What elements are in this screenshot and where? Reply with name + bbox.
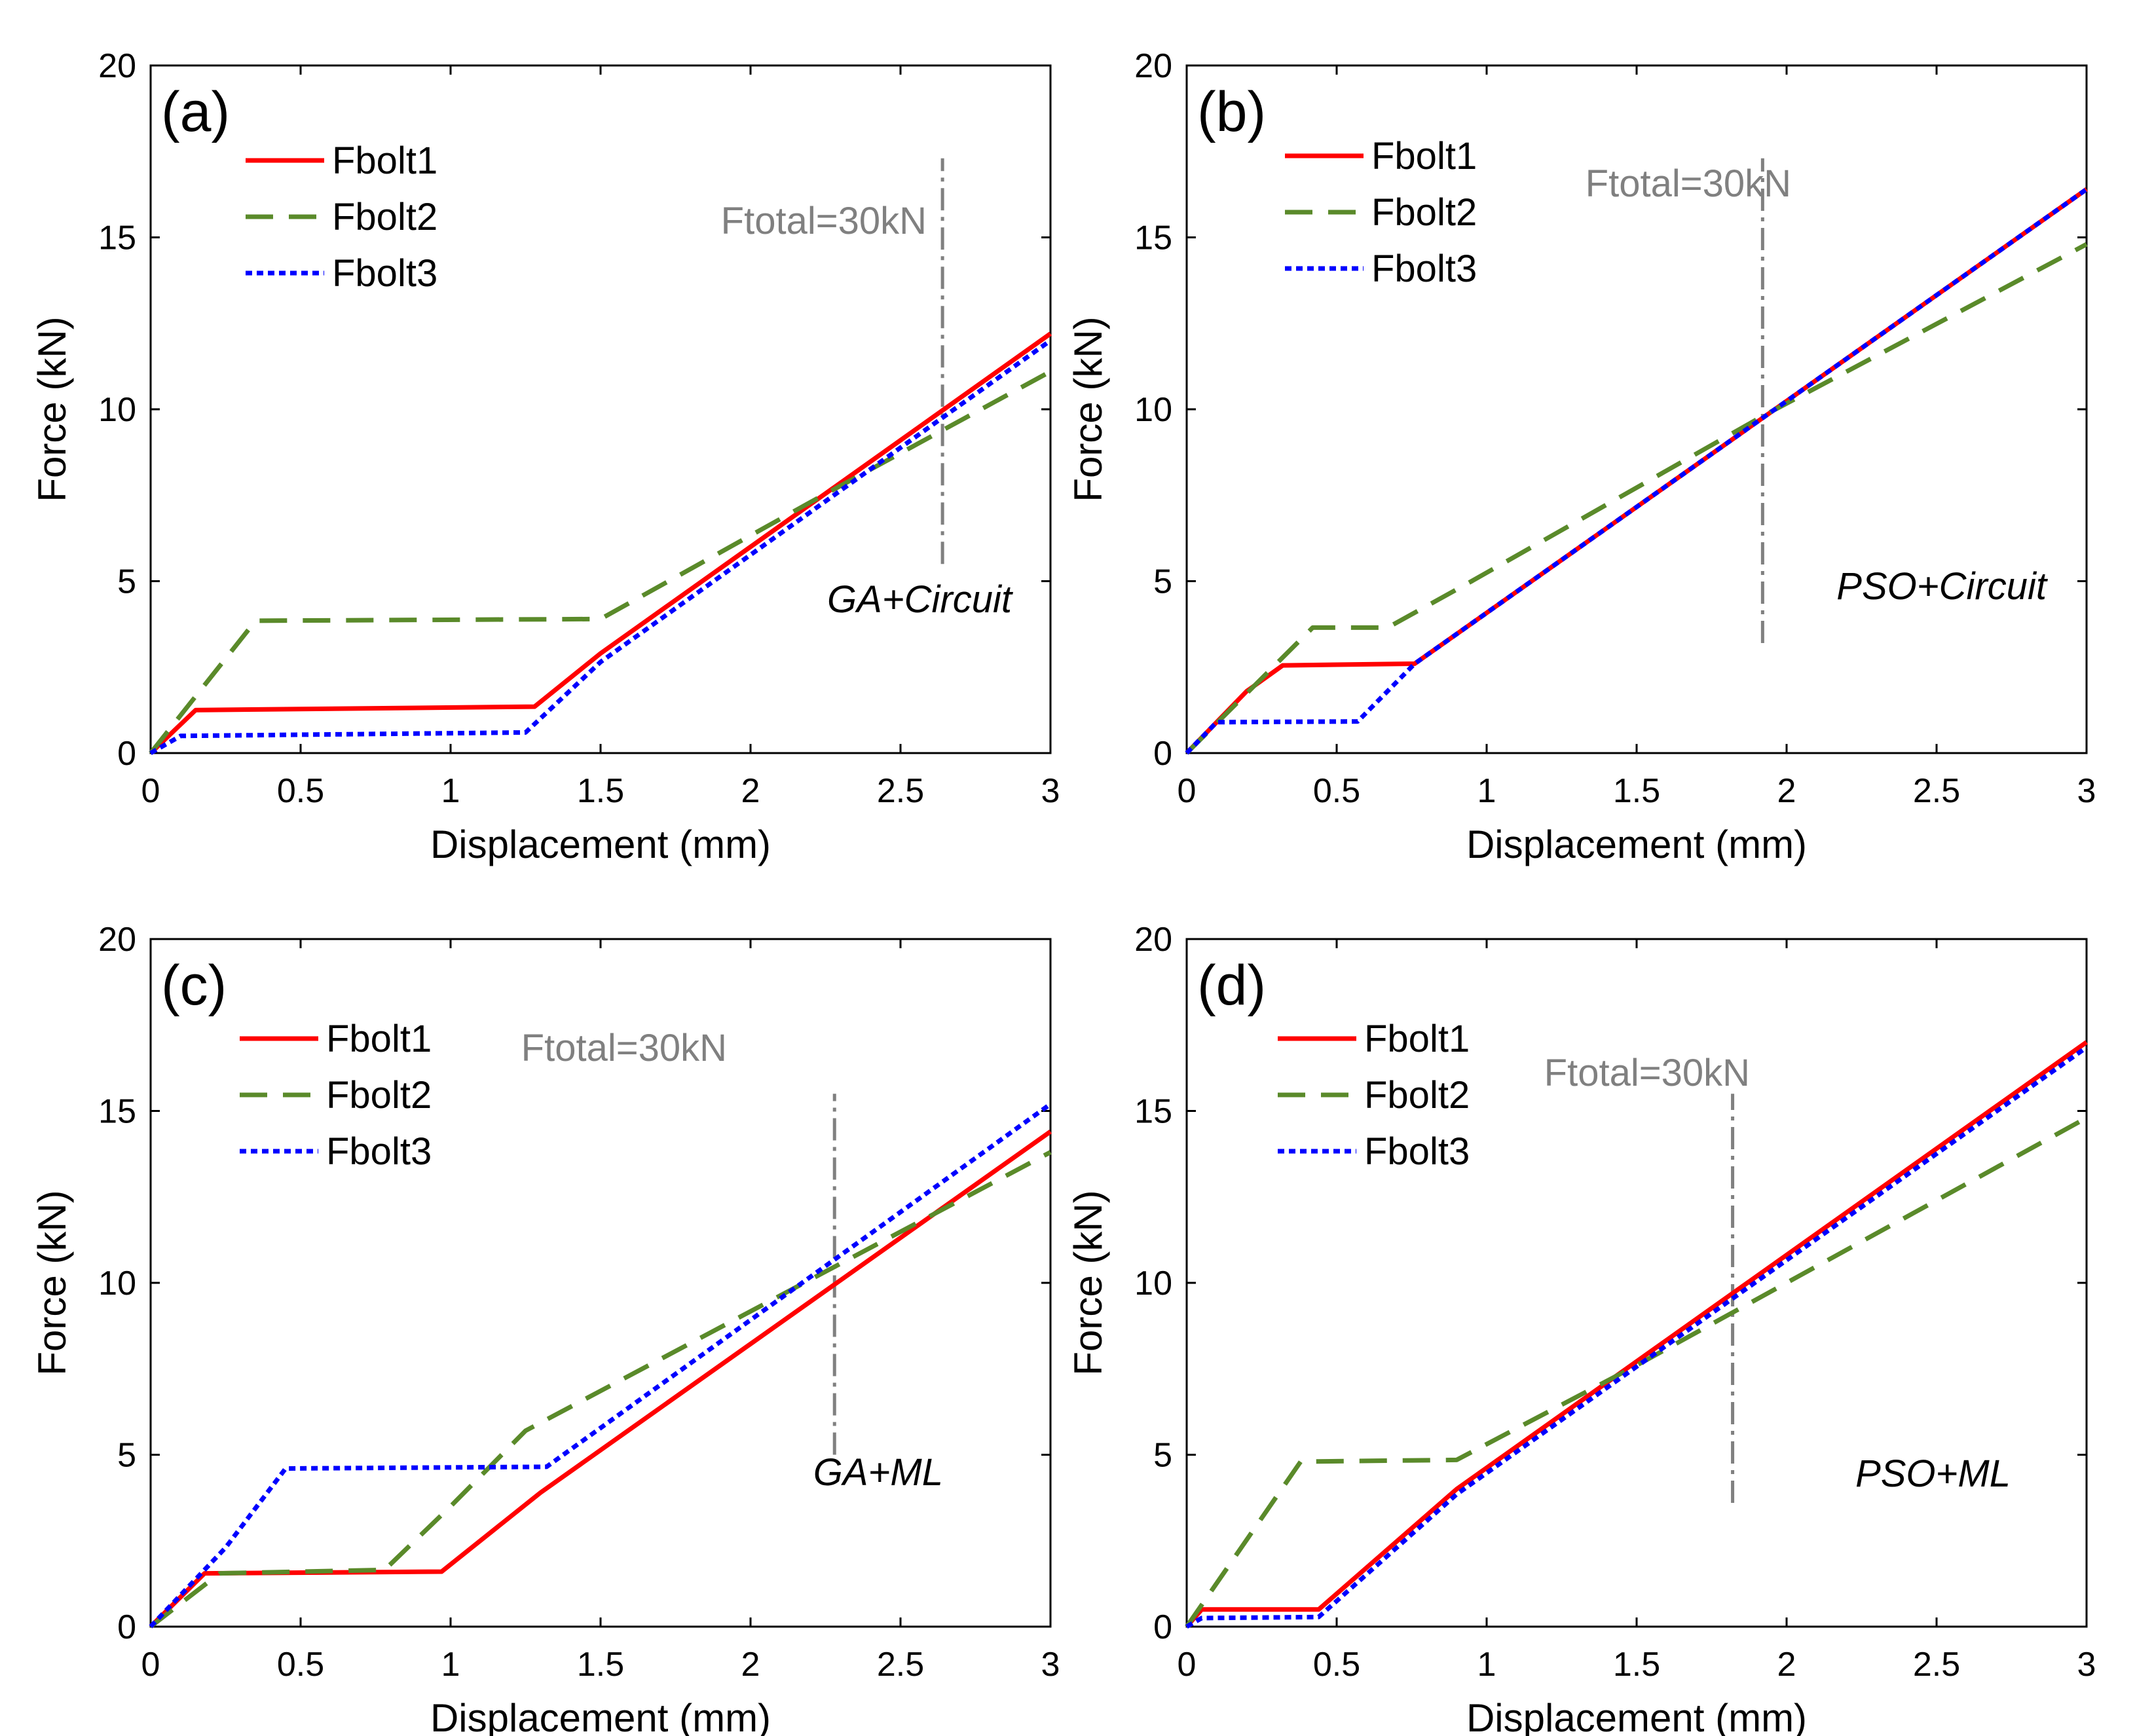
y-tick-label: 20 [1134,921,1172,959]
x-tick-label: 2.5 [1913,1646,1960,1684]
y-tick-label: 10 [98,391,136,429]
x-tick-label: 1 [441,1646,460,1684]
x-tick-label: 2 [1777,772,1796,810]
ftotal-marker-label: Ftotal=30kN [721,200,927,242]
x-tick-label: 1 [1477,1646,1496,1684]
series-line-fbolt2 [149,369,1052,755]
series-line-fbolt1 [149,331,1052,755]
ftotal-marker-label: Ftotal=30kN [1586,162,1791,205]
x-tick-label: 0.5 [1313,1646,1360,1684]
y-axis-title: Force (kN) [1066,316,1110,502]
chart-panel-1: 0 0.5 1 1.5 2 2.5 3 0 5 10 15 20 Displacement (mm) Fo… [30,47,1060,866]
series-line-fbolt3 [149,1102,1052,1629]
y-tick-label: 15 [1134,1093,1172,1131]
x-tick-label: 1 [441,772,460,810]
chart-panel-4: 0 0.5 1 1.5 2 2.5 3 0 5 10 15 20 Displacement (mm) Fo… [1066,921,2096,1736]
y-tick-label: 5 [1153,1437,1172,1475]
y-axis-title: Force (kN) [1066,1190,1110,1375]
chart-panel-3: 0 0.5 1 1.5 2 2.5 3 0 5 10 15 20 Displacement (mm) Fo… [30,921,1060,1736]
legend-label-fbolt1: Fbolt1 [1364,1018,1470,1060]
legend-label-fbolt3: Fbolt3 [1364,1130,1470,1173]
legend-label-fbolt1: Fbolt1 [326,1018,432,1060]
x-tick-label: 1.5 [1613,1646,1660,1684]
method-label: GA+ML [813,1451,943,1494]
x-tick-label: 2.5 [877,1646,924,1684]
method-label: GA+Circuit [827,578,1014,621]
y-tick-label: 5 [117,563,136,601]
x-axis-title: Displacement (mm) [1466,822,1807,866]
series-line-fbolt3 [1185,187,2089,755]
legend-label-fbolt2: Fbolt2 [1364,1074,1470,1117]
x-tick-label: 0.5 [1313,772,1360,810]
series-line-fbolt2 [1185,1115,2088,1628]
series-line-fbolt3 [1185,1045,2089,1629]
x-tick-label: 3 [1041,1646,1060,1684]
y-tick-label: 0 [117,1608,136,1646]
ftotal-marker-label: Ftotal=30kN [1544,1052,1750,1094]
y-tick-label: 20 [98,47,136,85]
x-tick-label: 0 [141,772,160,810]
x-tick-label: 1.5 [577,772,624,810]
method-label: PSO+Circuit [1836,565,2049,608]
x-tick-label: 0.5 [277,1646,324,1684]
ftotal-marker-label: Ftotal=30kN [521,1027,727,1069]
x-axis-title: Displacement (mm) [1466,1696,1807,1736]
x-tick-label: 3 [1041,772,1060,810]
x-tick-label: 2 [741,772,760,810]
x-tick-label: 1.5 [577,1646,624,1684]
x-tick-label: 3 [2077,1646,2096,1684]
legend-label-fbolt1: Fbolt1 [1371,135,1477,177]
y-tick-label: 5 [117,1437,136,1475]
x-axis-title: Displacement (mm) [430,1696,771,1736]
x-tick-label: 2 [741,1646,760,1684]
y-tick-label: 10 [1134,1265,1172,1302]
x-tick-label: 0.5 [277,772,324,810]
y-axis-title: Force (kN) [30,1190,74,1375]
y-tick-label: 0 [117,735,136,773]
y-tick-label: 10 [98,1265,136,1302]
y-tick-label: 0 [1153,1608,1172,1646]
x-tick-label: 0 [1178,1646,1197,1684]
x-tick-label: 2.5 [877,772,924,810]
chart-panel-2: 0 0.5 1 1.5 2 2.5 3 0 5 10 15 20 Displacement (mm) Fo… [1066,47,2096,866]
y-tick-label: 15 [98,1093,136,1131]
x-tick-label: 1 [1477,772,1496,810]
panel-label: (c) [161,954,227,1017]
x-tick-label: 2 [1777,1646,1796,1684]
panel-label: (d) [1197,954,1266,1017]
y-tick-label: 20 [1134,47,1172,85]
axes-box [1185,938,2088,1628]
x-tick-label: 0 [141,1646,160,1684]
axes-box [149,938,1052,1628]
series-line-fbolt3 [149,339,1052,756]
x-axis-title: Displacement (mm) [430,822,771,866]
legend-label-fbolt2: Fbolt2 [326,1074,432,1117]
axes-box [149,64,1052,754]
y-axis-title: Force (kN) [30,316,74,502]
x-tick-label: 3 [2077,772,2096,810]
series-line-fbolt2 [1185,242,2088,755]
y-tick-label: 10 [1134,391,1172,429]
panel-label: (b) [1197,81,1266,143]
legend-label-fbolt3: Fbolt3 [332,252,437,295]
legend-label-fbolt1: Fbolt1 [332,139,437,182]
legend-label-fbolt3: Fbolt3 [1371,248,1477,290]
y-tick-label: 0 [1153,735,1172,773]
x-tick-label: 0 [1178,772,1197,810]
y-tick-label: 15 [1134,219,1172,257]
legend-label-fbolt2: Fbolt2 [1371,191,1477,234]
panel-label: (a) [161,81,230,143]
y-tick-label: 20 [98,921,136,959]
x-tick-label: 2.5 [1913,772,1960,810]
y-tick-label: 15 [98,219,136,257]
y-tick-label: 5 [1153,563,1172,601]
x-tick-label: 1.5 [1613,772,1660,810]
axes-box [1185,64,2088,754]
method-label: PSO+ML [1855,1452,2011,1495]
legend-label-fbolt2: Fbolt2 [332,196,437,238]
legend-label-fbolt3: Fbolt3 [326,1130,432,1173]
